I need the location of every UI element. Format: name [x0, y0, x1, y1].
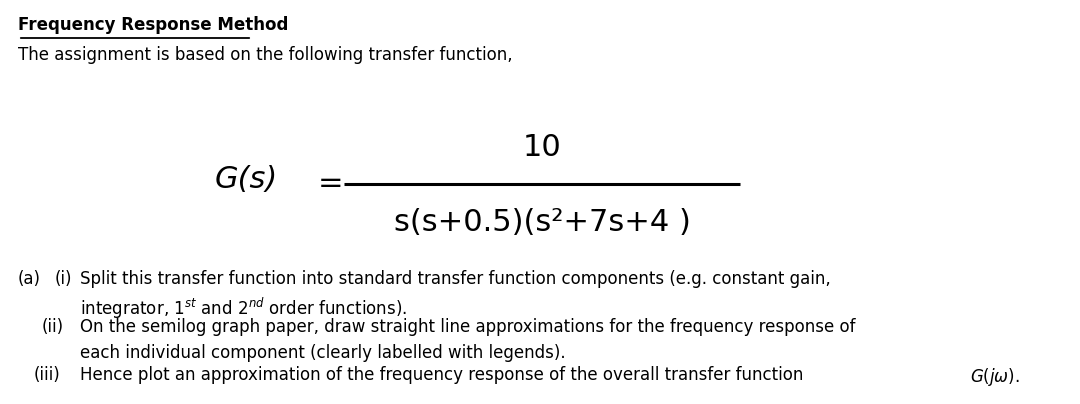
- Text: 10: 10: [523, 133, 562, 162]
- Text: G(s): G(s): [215, 166, 279, 194]
- Text: Split this transfer function into standard transfer function components (e.g. co: Split this transfer function into standa…: [80, 270, 831, 288]
- Text: s(s+0.5)(s²+7s+4 ): s(s+0.5)(s²+7s+4 ): [393, 208, 690, 236]
- Text: On the semilog graph paper, draw straight line approximations for the frequency : On the semilog graph paper, draw straigh…: [80, 318, 855, 336]
- Text: integrator, 1$^{st}$ and 2$^{nd}$ order functions).: integrator, 1$^{st}$ and 2$^{nd}$ order …: [80, 296, 407, 321]
- Text: (ii): (ii): [42, 318, 64, 336]
- Text: (a): (a): [18, 270, 41, 288]
- Text: (i): (i): [55, 270, 72, 288]
- Text: =: =: [318, 170, 343, 198]
- Text: Frequency Response Method: Frequency Response Method: [18, 16, 288, 34]
- Text: $\it{G(j\omega)}$.: $\it{G(j\omega)}$.: [970, 366, 1020, 388]
- Text: each individual component (clearly labelled with legends).: each individual component (clearly label…: [80, 344, 566, 362]
- Text: (iii): (iii): [33, 366, 60, 384]
- Text: Hence plot an approximation of the frequency response of the overall transfer fu: Hence plot an approximation of the frequ…: [80, 366, 814, 384]
- Text: The assignment is based on the following transfer function,: The assignment is based on the following…: [18, 46, 513, 64]
